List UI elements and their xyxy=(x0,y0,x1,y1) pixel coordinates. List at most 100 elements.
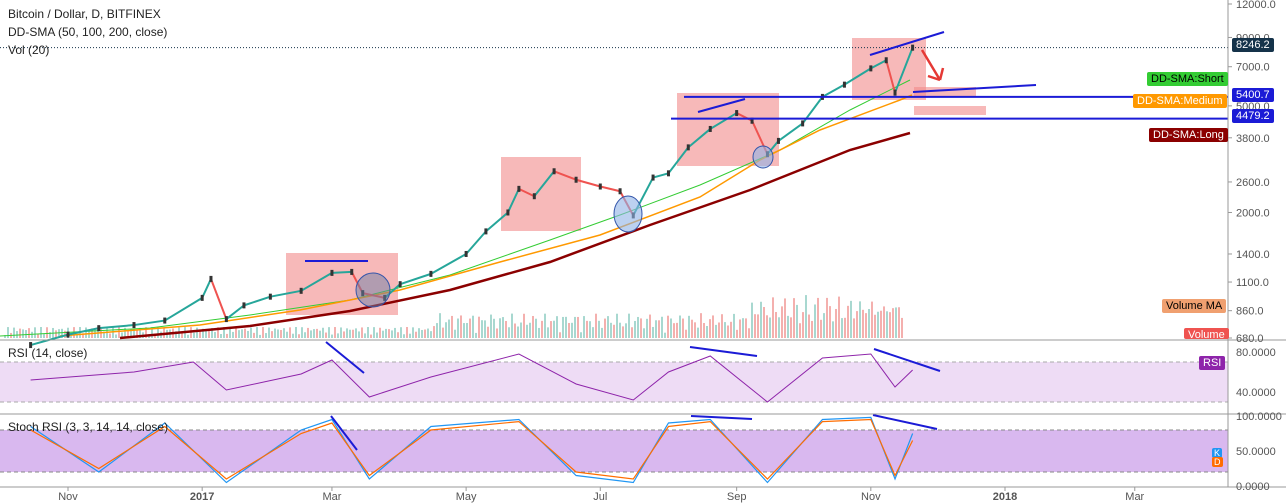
volume-bar xyxy=(487,326,489,338)
volume-bar xyxy=(796,304,798,338)
volume-bar xyxy=(55,330,57,338)
volume-bar xyxy=(298,334,300,338)
volume-bar xyxy=(871,301,873,338)
price-segment xyxy=(300,272,333,292)
price-segment xyxy=(843,67,872,86)
volume-bar xyxy=(616,313,618,338)
volume-bar xyxy=(103,331,105,338)
price-segment xyxy=(506,188,520,213)
volume-bar xyxy=(736,329,738,338)
volume-bar xyxy=(610,322,612,338)
volume-bar xyxy=(703,323,705,338)
volume-bar xyxy=(754,314,756,338)
volume-bar xyxy=(607,316,609,338)
volume-bar xyxy=(34,327,36,338)
stoch-d-badge: D xyxy=(1212,457,1223,467)
volume-bar xyxy=(223,327,225,338)
volume-bar xyxy=(553,320,555,338)
volume-bar xyxy=(589,321,591,338)
volume-bar xyxy=(85,327,87,338)
volume-bar xyxy=(757,314,759,338)
volume-bar xyxy=(847,305,849,338)
volume-bar xyxy=(352,329,354,338)
price-segment xyxy=(777,122,804,142)
volume-bar xyxy=(514,323,516,338)
volume-bar xyxy=(427,328,429,338)
sma-legend[interactable]: DD-SMA (50, 100, 200, close) xyxy=(8,25,168,39)
volume-bar xyxy=(646,318,648,338)
price-candle xyxy=(506,209,510,216)
volume-bar xyxy=(391,330,393,338)
volume-bar xyxy=(145,327,147,338)
volume-bar xyxy=(682,318,684,338)
volume-bar xyxy=(331,334,333,338)
volume-bar xyxy=(634,320,636,338)
volume-bar xyxy=(292,333,294,338)
volume-bar xyxy=(691,319,693,338)
stoch-title[interactable]: Stoch RSI (3, 3, 14, 14, close) xyxy=(8,420,169,434)
rsi-badge: RSI xyxy=(1199,356,1226,370)
volume-bar xyxy=(523,313,525,338)
volume-bar xyxy=(433,326,435,338)
volume-bar xyxy=(361,327,363,338)
time-tick-label: Mar xyxy=(322,491,341,503)
volume-bar xyxy=(181,333,183,338)
volume-bar xyxy=(139,327,141,338)
volume-legend[interactable]: Vol (20) xyxy=(8,43,50,57)
volume-bar xyxy=(436,323,438,338)
volume-bar xyxy=(274,328,276,338)
rsi-trendline xyxy=(325,341,365,374)
volume-bar xyxy=(892,308,894,338)
volume-bar xyxy=(130,328,132,338)
volume-bar xyxy=(826,297,828,338)
volume-bar xyxy=(727,325,729,338)
volume-bar xyxy=(592,327,594,338)
volume-bar xyxy=(478,316,480,338)
volume-bar xyxy=(853,318,855,338)
time-tick-label: Sep xyxy=(727,491,747,503)
price-segment xyxy=(331,270,352,274)
rsi-panel[interactable] xyxy=(0,341,1228,403)
volume-bar xyxy=(64,330,66,338)
volume-bar xyxy=(430,331,432,338)
trendline xyxy=(912,84,1037,93)
volume-bar xyxy=(505,321,507,338)
sma-long-tag: DD-SMA:Long xyxy=(1149,128,1228,142)
volume-bar xyxy=(676,322,678,338)
volume-bar xyxy=(535,318,537,338)
price-panel[interactable] xyxy=(0,31,1228,349)
volume-bar xyxy=(88,331,90,338)
volume-bar xyxy=(358,331,360,338)
volume-bar xyxy=(817,297,819,338)
volume-bar xyxy=(136,330,138,338)
volume-bar xyxy=(214,332,216,338)
stoch-panel[interactable] xyxy=(0,414,1228,484)
highlight-box xyxy=(914,87,976,96)
price-candle xyxy=(651,174,655,181)
volume-bar xyxy=(601,327,603,338)
price-candle xyxy=(268,293,272,300)
price-candle xyxy=(398,281,402,288)
volume-bar xyxy=(445,322,447,338)
volume-bar xyxy=(133,329,135,338)
volume-bar xyxy=(850,300,852,338)
volume-bar xyxy=(28,328,30,338)
volume-bar xyxy=(550,321,552,338)
volume-bar xyxy=(22,329,24,338)
price-segment xyxy=(430,253,467,275)
price-candle xyxy=(163,317,167,324)
price-candle xyxy=(242,302,246,309)
volume-bar xyxy=(637,316,639,338)
price-candle xyxy=(869,65,873,72)
rsi-title[interactable]: RSI (14, close) xyxy=(8,346,88,360)
volume-bar xyxy=(625,323,627,338)
volume-bar xyxy=(118,327,120,338)
stoch-tick-label: 50.0000 xyxy=(1236,446,1276,458)
volume-bar xyxy=(901,317,903,338)
symbol-legend[interactable]: Bitcoin / Dollar, D, BITFINEX xyxy=(8,7,161,21)
highlight-circle xyxy=(613,195,643,233)
price-segment xyxy=(518,187,535,198)
price-candle xyxy=(350,268,354,275)
volume-bar xyxy=(502,317,504,338)
